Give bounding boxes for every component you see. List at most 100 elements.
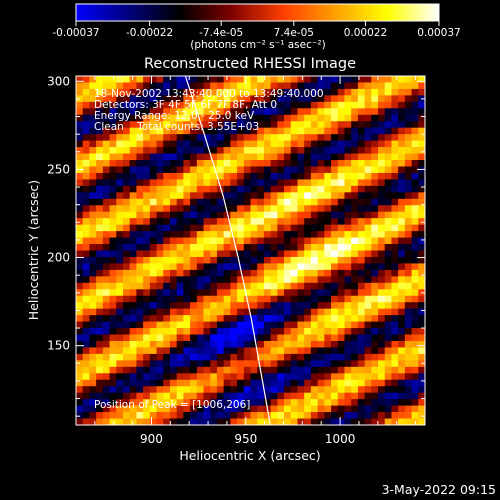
heatmap-cell bbox=[404, 218, 413, 226]
heatmap-cell bbox=[364, 192, 372, 200]
heatmap-cell bbox=[317, 127, 325, 135]
heatmap-cell bbox=[317, 386, 325, 394]
heatmap-cell bbox=[183, 269, 191, 277]
heatmap-cell bbox=[116, 321, 124, 329]
heatmap-cell bbox=[156, 308, 164, 316]
heatmap-cell bbox=[122, 205, 131, 213]
heatmap-cell bbox=[418, 269, 425, 277]
heatmap-cell bbox=[190, 147, 198, 155]
heatmap-cell bbox=[76, 315, 84, 323]
heatmap-cell bbox=[364, 140, 372, 148]
heatmap-cell bbox=[310, 399, 319, 407]
heatmap-cell bbox=[223, 166, 231, 174]
heatmap-cell bbox=[398, 101, 406, 109]
heatmap-cell bbox=[216, 418, 225, 425]
heatmap-cell bbox=[89, 114, 97, 122]
heatmap-cell bbox=[290, 101, 299, 109]
heatmap-cell bbox=[257, 114, 265, 122]
heatmap-cell bbox=[190, 347, 198, 355]
heatmap-cell bbox=[163, 95, 171, 103]
heatmap-cell bbox=[270, 353, 278, 361]
heatmap-cell bbox=[216, 218, 225, 226]
heatmap-cell bbox=[237, 82, 245, 90]
heatmap-cell bbox=[324, 231, 332, 239]
heatmap-cell bbox=[324, 88, 332, 96]
heatmap-cell bbox=[398, 211, 406, 219]
heatmap-cell bbox=[357, 347, 366, 355]
heatmap-cell bbox=[297, 140, 305, 148]
heatmap-cell bbox=[364, 76, 372, 84]
heatmap-cell bbox=[310, 76, 319, 84]
heatmap-cell bbox=[163, 340, 171, 349]
heatmap-cell bbox=[169, 198, 178, 206]
heatmap-cell bbox=[109, 399, 117, 407]
heatmap-cell bbox=[169, 185, 178, 193]
heatmap-cell bbox=[290, 263, 299, 271]
heatmap-cell bbox=[96, 392, 104, 400]
heatmap-cell bbox=[96, 289, 104, 297]
heatmap-cell bbox=[243, 386, 252, 394]
heatmap-cell bbox=[411, 289, 419, 297]
heatmap-cell bbox=[337, 147, 346, 155]
heatmap-cell bbox=[109, 366, 117, 374]
heatmap-cell bbox=[210, 269, 218, 277]
heatmap-cell bbox=[411, 211, 419, 219]
heatmap-cell bbox=[337, 114, 346, 122]
heatmap-cell bbox=[237, 160, 245, 168]
heatmap-cell bbox=[263, 101, 272, 109]
heatmap-cell bbox=[102, 153, 111, 161]
heatmap-cell bbox=[398, 308, 406, 316]
heatmap-cell bbox=[196, 295, 205, 303]
heatmap-cell bbox=[89, 276, 97, 284]
heatmap-cell bbox=[277, 315, 285, 323]
heatmap-cell bbox=[230, 328, 238, 336]
heatmap-cell bbox=[263, 166, 272, 174]
heatmap-cell bbox=[257, 386, 265, 394]
heatmap-cell bbox=[270, 347, 278, 355]
heatmap-cell bbox=[136, 218, 144, 226]
heatmap-cell bbox=[243, 347, 252, 355]
heatmap-cell bbox=[122, 185, 131, 193]
heatmap-cell bbox=[96, 399, 104, 407]
heatmap-cell bbox=[270, 405, 278, 413]
heatmap-cell bbox=[163, 321, 171, 329]
heatmap-cell bbox=[404, 399, 413, 407]
heatmap-cell bbox=[143, 147, 151, 155]
heatmap-cell bbox=[263, 192, 272, 200]
heatmap-cell bbox=[156, 153, 164, 161]
heatmap-cell bbox=[96, 405, 104, 413]
heatmap-cell bbox=[404, 140, 413, 148]
heatmap-cell bbox=[304, 101, 312, 109]
heatmap-cell bbox=[317, 315, 325, 323]
heatmap-cell bbox=[196, 88, 205, 96]
heatmap-cell bbox=[156, 405, 164, 413]
heatmap-cell bbox=[384, 386, 393, 394]
heatmap-cell bbox=[270, 231, 278, 239]
heatmap-cell bbox=[102, 250, 111, 258]
heatmap-cell bbox=[196, 386, 205, 394]
heatmap-cell bbox=[96, 198, 104, 206]
heatmap-cell bbox=[331, 379, 339, 387]
heatmap-cell bbox=[237, 121, 245, 129]
heatmap-cell bbox=[337, 108, 346, 116]
heatmap-cell bbox=[277, 121, 285, 129]
heatmap-cell bbox=[371, 127, 379, 135]
heatmap-cell bbox=[344, 366, 352, 374]
heatmap-cell bbox=[404, 360, 413, 368]
heatmap-cell bbox=[237, 308, 245, 316]
heatmap-cell bbox=[364, 302, 372, 310]
heatmap-cell bbox=[411, 192, 419, 200]
heatmap-cell bbox=[351, 250, 359, 258]
heatmap-cell bbox=[237, 340, 245, 349]
heatmap-cell bbox=[310, 347, 319, 355]
heatmap-cell bbox=[203, 192, 211, 200]
heatmap-cell bbox=[277, 321, 285, 329]
heatmap-cell bbox=[216, 211, 225, 219]
heatmap-cell bbox=[310, 237, 319, 245]
heatmap-cell bbox=[196, 198, 205, 206]
heatmap-cell bbox=[310, 379, 319, 387]
heatmap-cell bbox=[196, 166, 205, 174]
heatmap-cell bbox=[290, 179, 299, 187]
heatmap-cell bbox=[116, 179, 124, 187]
heatmap-cell bbox=[176, 153, 184, 161]
